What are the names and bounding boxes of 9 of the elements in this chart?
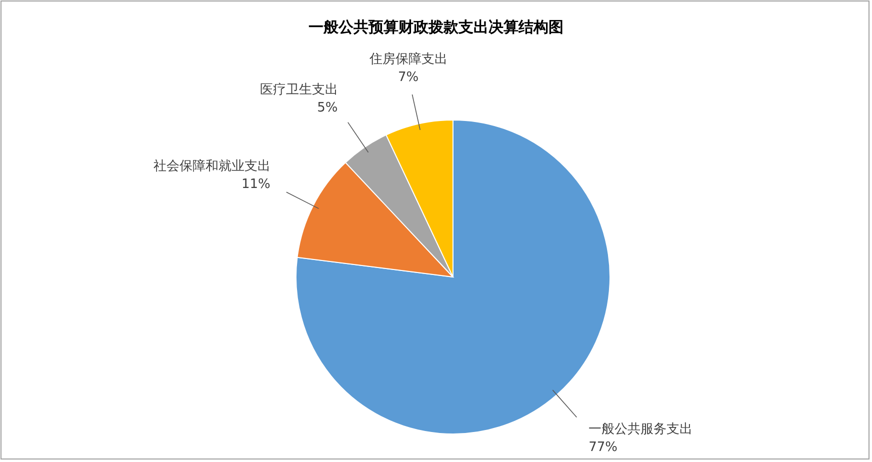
slice-label: 住房保障支出 (368, 50, 448, 67)
slice-label: 医疗卫生支出 (260, 82, 338, 98)
slice-label: 一般公共服务支出 (588, 422, 693, 437)
data-label: 11% (241, 176, 270, 192)
data-label: 5% (317, 100, 338, 116)
data-label: 7% (398, 70, 419, 85)
slice-label: 社会保障和就业支出 (153, 158, 270, 174)
data-label: 77% (588, 440, 618, 455)
chart-title: 一般公共预算财政拨款支出决算结构图 (308, 18, 564, 36)
